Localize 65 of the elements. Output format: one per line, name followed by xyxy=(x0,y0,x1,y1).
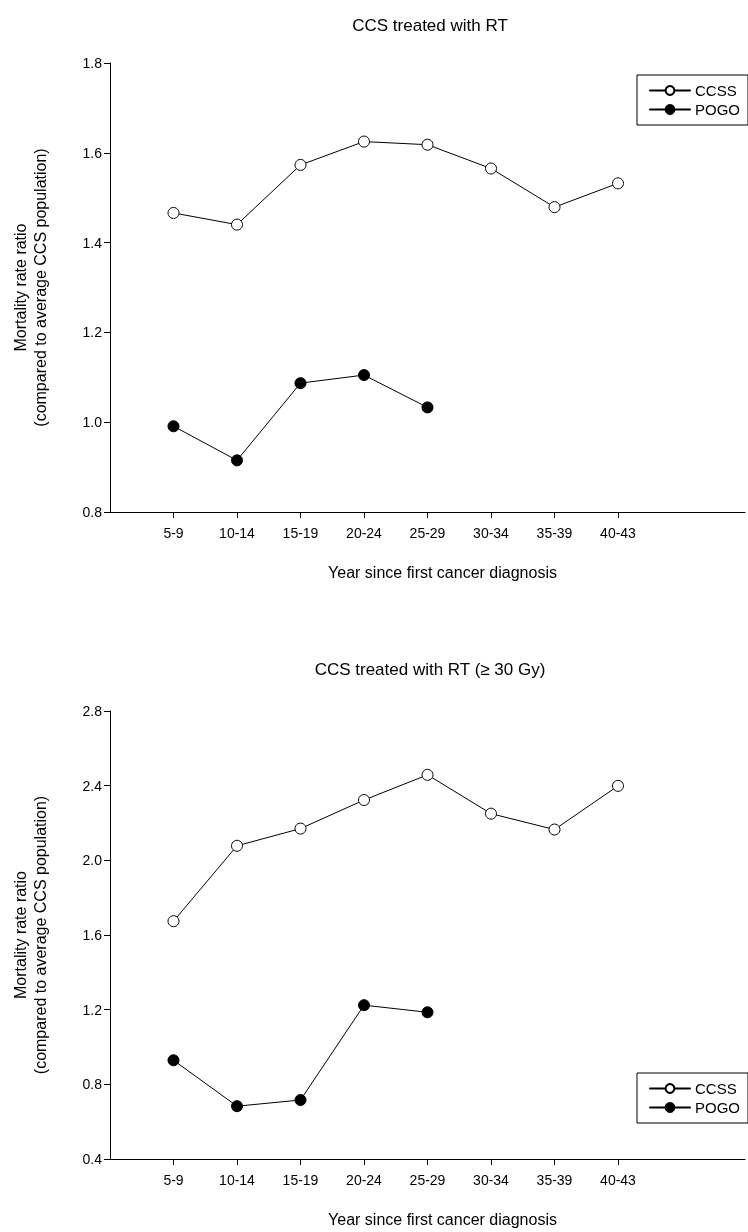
x-axis-title: Year since first cancer diagnosis xyxy=(328,1210,557,1228)
y-tick-label: 2.8 xyxy=(82,703,103,719)
x-tick-label: 10-14 xyxy=(219,1172,256,1188)
point xyxy=(548,201,561,214)
point xyxy=(231,1100,243,1113)
y-tick-label: 1.8 xyxy=(82,55,103,71)
x-tick-label: 10-14 xyxy=(219,525,256,541)
x-tick-label: 5-9 xyxy=(163,1172,184,1188)
point xyxy=(167,206,180,219)
point xyxy=(358,999,370,1012)
point xyxy=(294,377,307,390)
y-tick-label: 1.6 xyxy=(82,927,103,943)
y-axis-title: Mortality rate ratio (compared to average CCS population) xyxy=(11,795,49,1075)
point xyxy=(358,369,370,382)
legend-label: CCSS xyxy=(694,1080,737,1097)
point xyxy=(548,823,561,836)
x-tick-label: 20-24 xyxy=(346,1172,383,1188)
point xyxy=(294,158,307,171)
point xyxy=(167,420,180,433)
point xyxy=(421,1006,434,1019)
point xyxy=(231,839,243,852)
x-tick-label: 25-29 xyxy=(409,1172,446,1188)
legend-label: CCSS xyxy=(694,82,737,99)
point xyxy=(421,401,434,414)
point xyxy=(612,177,624,190)
point xyxy=(485,807,497,820)
x-tick-label: 30-34 xyxy=(473,525,510,541)
point xyxy=(231,454,243,467)
y-tick-label: 1.2 xyxy=(82,324,103,341)
x-tick-label: 25-29 xyxy=(409,525,446,541)
x-tick-label: 40-43 xyxy=(600,1172,637,1188)
point xyxy=(294,822,307,835)
y-tick-label: 2.4 xyxy=(82,777,103,794)
x-tick-label: 15-19 xyxy=(282,1172,319,1188)
y-tick-label: 2.0 xyxy=(82,852,103,869)
point xyxy=(294,1094,307,1107)
point xyxy=(231,218,243,231)
x-tick-label: 20-24 xyxy=(346,525,383,541)
x-tick-label: 5-9 xyxy=(163,525,184,541)
point xyxy=(167,1054,180,1067)
point xyxy=(358,794,370,807)
x-tick-label: 15-19 xyxy=(282,525,319,541)
y-tick-label: 1.6 xyxy=(82,144,103,161)
legend-label: POGO xyxy=(694,1099,741,1116)
y-tick-label: 1.2 xyxy=(82,1001,103,1018)
y-tick-label: 1.4 xyxy=(82,234,103,251)
x-tick-label: 35-39 xyxy=(536,525,573,541)
point xyxy=(167,915,180,928)
chart-title: CCS treated with RT xyxy=(352,16,508,35)
point xyxy=(612,779,624,792)
y-tick-label: 1.0 xyxy=(82,414,103,431)
point xyxy=(421,138,434,151)
point xyxy=(358,135,370,148)
y-tick-label: 0.8 xyxy=(82,504,103,520)
y-axis-title: Mortality rate ratio (compared to average CCS population) xyxy=(11,148,49,427)
x-tick-label: 30-34 xyxy=(473,1172,510,1188)
point xyxy=(421,768,434,781)
x-tick-label: 40-43 xyxy=(600,525,637,541)
point xyxy=(485,162,497,175)
y-tick-label: 0.8 xyxy=(82,1076,103,1093)
legend-label: POGO xyxy=(694,101,741,118)
y-tick-label: 0.4 xyxy=(82,1151,103,1167)
x-axis-title: Year since first cancer diagnosis xyxy=(328,563,557,581)
chart-title: CCS treated with RT (≥ 30 Gy) xyxy=(314,660,546,679)
x-tick-label: 35-39 xyxy=(536,1172,573,1188)
